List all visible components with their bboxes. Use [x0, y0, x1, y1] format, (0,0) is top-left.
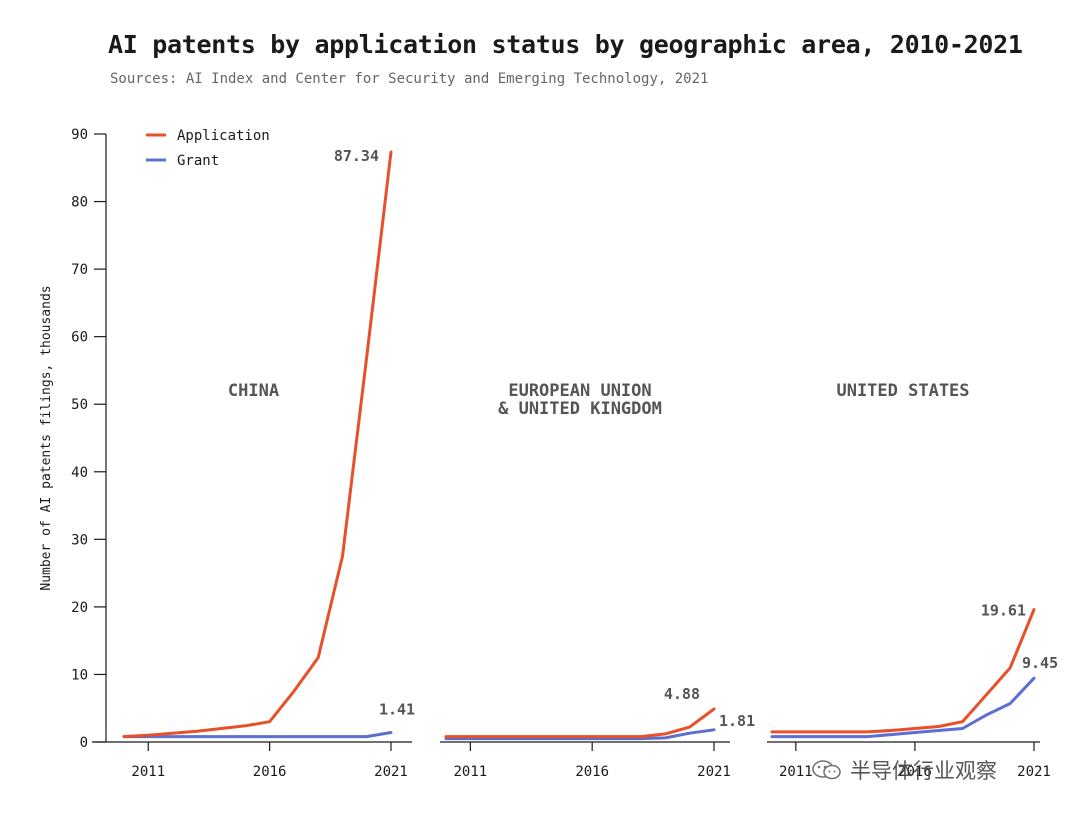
panel-label: UNITED STATES — [836, 381, 969, 401]
watermark-text: 半导体行业观察 — [850, 759, 997, 783]
y-tick-label: 90 — [71, 127, 88, 143]
panel-label: EUROPEAN UNION — [508, 381, 651, 401]
legend-application-label: Application — [177, 128, 270, 144]
y-axis-label: Number of AI patents filings, thousands — [39, 285, 54, 590]
grant-end-label: 1.81 — [719, 712, 755, 730]
y-tick-label: 70 — [71, 262, 88, 278]
y-tick-label: 80 — [71, 195, 88, 211]
y-tick-label: 0 — [80, 735, 88, 751]
x-tick-label: 2016 — [253, 764, 287, 780]
grant-line — [444, 728, 716, 741]
application-line — [770, 608, 1036, 734]
x-tick-label: 2016 — [898, 764, 932, 780]
application-end-label: 19.61 — [981, 602, 1026, 620]
x-tick-label: 2011 — [454, 764, 488, 780]
x-tick-label: 2011 — [131, 764, 165, 780]
chart-subtitle: Sources: AI Index and Center for Securit… — [110, 71, 709, 87]
x-tick-label: 2021 — [697, 764, 731, 780]
y-tick-label: 10 — [71, 667, 88, 683]
grant-end-label: 1.41 — [379, 700, 415, 718]
x-tick-label: 2016 — [575, 764, 609, 780]
grant-end-label: 9.45 — [1022, 654, 1058, 672]
y-tick-label: 40 — [71, 465, 88, 481]
chart-title: AI patents by application status by geog… — [108, 30, 1023, 59]
x-tick-label: 2021 — [374, 764, 408, 780]
application-line — [122, 150, 393, 739]
x-tick-label: 2011 — [779, 764, 813, 780]
y-tick-label: 30 — [71, 532, 88, 548]
panel-label: CHINA — [228, 381, 279, 401]
application-line — [444, 707, 716, 739]
application-end-label: 4.88 — [664, 685, 700, 703]
panel-label: & UNITED KINGDOM — [498, 399, 662, 419]
grant-line — [122, 731, 393, 739]
y-tick-label: 60 — [71, 330, 88, 346]
legend-grant-label: Grant — [177, 153, 219, 169]
chat-bubble-icon — [812, 760, 841, 780]
grant-line — [770, 676, 1036, 739]
y-tick-label: 20 — [71, 600, 88, 616]
y-tick-label: 50 — [71, 397, 88, 413]
application-end-label: 87.34 — [334, 147, 379, 165]
x-tick-label: 2021 — [1017, 764, 1051, 780]
watermark: 半导体行业观察 — [812, 755, 997, 785]
